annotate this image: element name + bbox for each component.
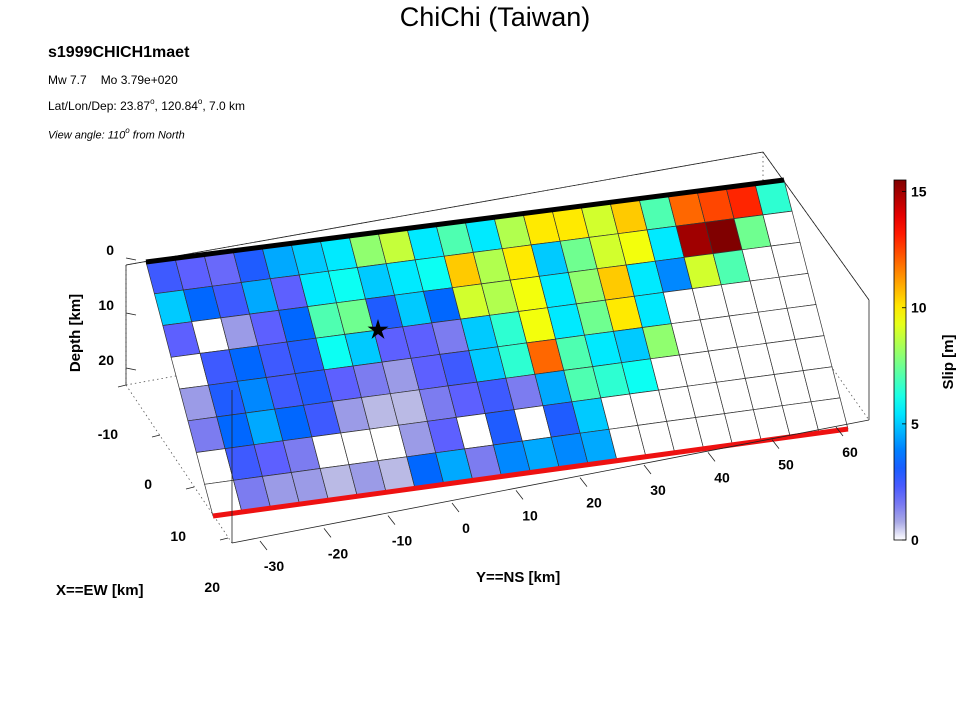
ns-tick [259,540,268,551]
colorbar-label: Slip [m] [940,334,957,389]
depth-tick-label: 10 [98,297,114,313]
fault-top-edge [145,177,785,265]
ns-axis-label: Y==NS [km] [476,569,560,586]
view-degree: o [125,126,130,135]
ns-tick [451,502,460,513]
magnitude-line: Mw 7.7 Mo 3.79e+020 [48,73,178,87]
view-prefix: View angle: 110 [48,129,126,142]
view-tail: from North [129,129,185,142]
ew-tick-label: 10 [170,528,186,544]
ns-tick [579,477,588,487]
ns-tick [835,426,844,437]
mw-value: Mw 7.7 [48,73,87,87]
model-name: s1999CHICH1maet [48,44,190,61]
fault-bottom-edge [212,426,849,519]
colorbar-bar [893,179,907,541]
box-edge [231,419,870,544]
latitude-value: 23.87 [120,99,151,113]
ew-tick [185,486,195,490]
ew-tick [117,384,127,388]
ns-tick [387,515,396,525]
ns-tick-label: 20 [586,495,602,511]
location-prefix: Lat/Lon/Dep: [48,99,121,113]
ns-tick-label: 0 [462,520,470,536]
chart-title: ChiChi (Taiwan) [399,2,591,32]
ew-tick-label: 20 [204,579,220,595]
colorbar-tick-label: 10 [911,300,927,316]
depth-tick [125,312,137,316]
ew-tick-label: 0 [144,476,152,492]
depth-tick-label: 0 [106,242,114,258]
colorbar-tick-label: 0 [911,532,919,548]
ew-tick [219,537,229,541]
colorbar-tick-label: 5 [911,416,919,432]
grid-line [762,269,870,421]
depth-tick-label: 20 [98,352,114,368]
ns-tick-label: -10 [392,533,412,549]
ns-tick [515,490,524,500]
hypocenter-star [367,319,389,339]
mo-value: Mo 3.79e+020 [100,73,178,87]
ns-tick-label: 50 [778,457,794,473]
ns-tick-label: 30 [650,482,666,498]
ns-tick [771,439,780,449]
slip-cells [145,179,849,517]
depth-tick [125,367,137,371]
box-edge [125,151,764,266]
ew-tick [151,434,161,438]
depth-tick [125,257,137,261]
ns-tick [643,464,652,475]
ns-tick [707,452,716,462]
ns-tick-label: -20 [328,545,348,561]
ew-tick-label: -10 [98,426,118,442]
ns-tick-label: 60 [842,444,858,460]
lon-degree: o [197,97,203,106]
fault-edges [145,177,849,519]
ew-axis-label: X==EW [km] [56,582,144,599]
location-line: Lat/Lon/Dep: 23.87o, 120.84o, 7.0 km [48,97,246,113]
depth-value: , 7.0 km [202,99,246,113]
ns-tick-label: 40 [714,469,730,485]
ns-tick-label: -30 [264,558,284,574]
colorbar: 0 5 10 15 [893,179,927,548]
depth-axis-label: Depth [km] [67,294,84,372]
axis-ticks: 0 10 20 -10 0 10 20 -30 -20 -10 0 10 20 30 40 50 60 [98,242,858,595]
colorbar-tick-label: 15 [911,184,927,200]
box-edge [762,151,870,301]
ns-tick-label: 10 [522,507,538,523]
lat-degree: o [150,97,155,106]
longitude-value: 120.84 [161,99,198,113]
ns-tick [323,528,332,538]
view-angle-line: View angle: 110o from North [48,126,185,142]
axis-box-front [125,265,870,544]
